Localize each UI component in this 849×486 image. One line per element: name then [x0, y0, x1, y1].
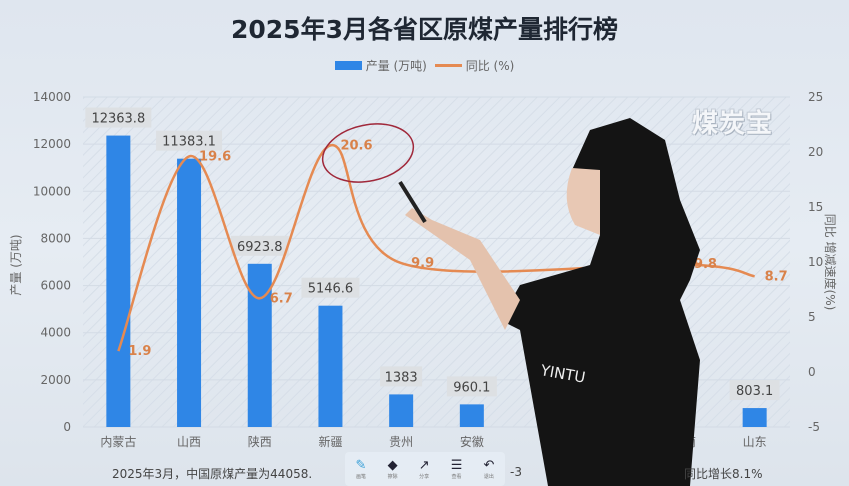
line-data-label: 9.9: [411, 256, 434, 271]
data-label-bg: [729, 380, 780, 401]
x-tick-label: 新疆: [318, 434, 342, 449]
y-right-tick-label: 25: [808, 90, 823, 104]
toolbar-share[interactable]: ↗ 分享: [418, 457, 430, 480]
line-data-label: 6.7: [270, 291, 293, 306]
y-right-tick-label: 20: [808, 145, 823, 159]
legend-swatch-line: [434, 64, 462, 67]
line-data-label: 20.6: [340, 138, 372, 153]
bar-data-label: 803.1: [736, 384, 773, 399]
legend-label-line: 同比 (%): [465, 59, 515, 73]
y-right-tick-label: 10: [808, 255, 823, 269]
presenter-silhouette: [500, 118, 700, 486]
y-axis-title: 产量 (万吨): [9, 234, 23, 295]
y-tick-label: 10000: [33, 184, 71, 198]
watermark-logo: 煤炭宝: [692, 109, 774, 139]
legend-label-bar: 产量 (万吨): [365, 59, 427, 73]
toolbar-view[interactable]: ☰ 查看: [450, 457, 463, 480]
annotation-circle: [321, 123, 415, 183]
x-tick-label: 山东: [743, 435, 767, 449]
toolbar-eraser[interactable]: ◆ 擦除: [387, 457, 398, 480]
bar: [318, 305, 343, 427]
data-label-bg: [85, 107, 152, 128]
caption-text-right: 同比增长8.1%: [684, 467, 763, 481]
presenter-arm: [405, 208, 520, 330]
y-right-tick-label: 15: [808, 200, 823, 214]
annotation-toolbar: ✎ 画笔 ◆ 擦除 ↗ 分享 ☰ 查看 ↶ 退出: [345, 452, 505, 486]
bar-data-label: 6923.8: [237, 240, 283, 255]
bar-data-label: 960.1: [453, 380, 490, 395]
presenter-face: [566, 168, 600, 235]
bar-data-label: 5146.6: [308, 282, 354, 297]
eraser-icon: ◆: [387, 457, 398, 473]
x-tick-label: 山西: [177, 435, 201, 449]
x-tick-label: 安徽: [460, 434, 484, 449]
data-label-bg: [446, 376, 497, 397]
undo-icon: ↶: [483, 457, 495, 473]
y-right-tick-label: 0: [808, 365, 816, 379]
bar: [389, 394, 414, 427]
y-tick-label: 4000: [40, 326, 71, 340]
bar: [742, 408, 767, 427]
data-label-bg: [230, 235, 289, 256]
bar-data-label: 12363.8: [91, 112, 145, 127]
bar-data-label: 11383.1: [162, 135, 216, 150]
data-label-bg: [156, 130, 223, 151]
toolbar-pen[interactable]: ✎ 画笔: [355, 457, 367, 480]
line-data-label: 1.9: [128, 344, 151, 359]
line-data-label: 9.8: [694, 257, 717, 272]
bar: [106, 135, 131, 427]
legend-swatch-bar: [334, 61, 362, 70]
x-tick-label: 陕西: [248, 434, 272, 449]
y-right-tick-label: -5: [808, 420, 820, 434]
y-tick-label: 12000: [33, 137, 71, 151]
legend: 产量 (万吨) 同比 (%): [0, 57, 849, 74]
bar: [247, 263, 272, 427]
toolbar-exit[interactable]: ↶ 退出: [483, 457, 495, 480]
bar: [459, 404, 484, 427]
y-tick-label: 2000: [40, 373, 71, 387]
y-tick-label: 8000: [40, 231, 71, 245]
caption-text: 2025年3月，中国原煤产量为44058.: [112, 467, 313, 481]
data-label-bg: [301, 277, 360, 298]
data-label-bg: [380, 366, 423, 387]
caption-text-mid: -3: [510, 465, 522, 479]
pen-icon: ✎: [355, 457, 367, 473]
list-icon: ☰: [450, 457, 463, 473]
bar-data-label: 1383: [385, 370, 418, 385]
x-tick-label: 内蒙古: [100, 434, 136, 449]
pointer-pen: [398, 180, 427, 224]
share-icon: ↗: [418, 457, 430, 473]
y-right-tick-label: 5: [808, 310, 816, 324]
y-right-axis-title: 同比 增减速度(%): [823, 214, 838, 311]
y-tick-label: 14000: [33, 90, 71, 104]
line-data-label: 19.6: [199, 149, 231, 164]
chart-title: 2025年3月各省区原煤产量排行榜: [231, 15, 618, 44]
bar: [177, 158, 202, 427]
x-tick-label: 贵州: [389, 435, 413, 449]
y-tick-label: 0: [63, 420, 71, 434]
y-tick-label: 6000: [40, 279, 71, 293]
line-data-label: 8.7: [765, 269, 788, 284]
